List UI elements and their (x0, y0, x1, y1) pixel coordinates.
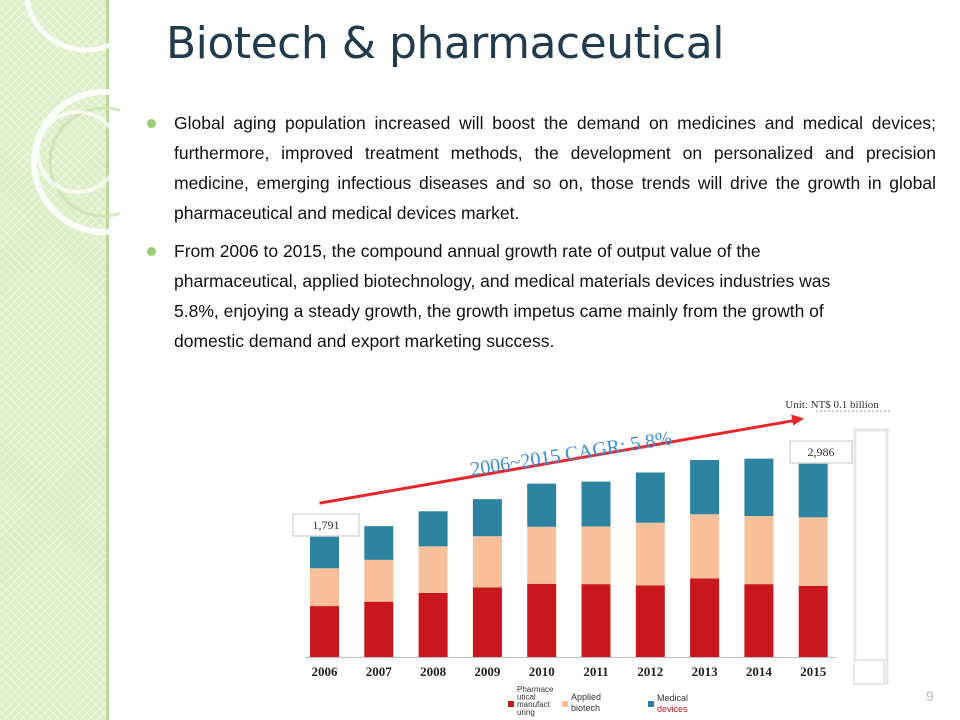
x-tick-label: 2011 (583, 664, 608, 679)
bar-segment (690, 578, 720, 657)
x-tick-label: 2010 (529, 664, 555, 679)
legend-label: biotech (571, 703, 600, 713)
first-value-label: 1,791 (313, 518, 340, 532)
legend-label: Pharmace (517, 685, 554, 694)
cagr-arrow-line (319, 419, 795, 505)
bullet-dot-icon (147, 247, 156, 256)
bar-segment (418, 511, 448, 547)
bullet-item: Global aging population increased will b… (144, 108, 936, 228)
x-tick-label: 2014 (746, 664, 773, 679)
bar-segment (364, 559, 394, 602)
first-value-callout (292, 513, 360, 537)
legend-label: manufact (517, 700, 551, 709)
x-tick-label: 2007 (366, 664, 393, 679)
legend-swatch (508, 701, 514, 707)
last-value-label: 2,986 (808, 445, 835, 459)
x-tick-label: 2008 (420, 664, 447, 679)
slide-title: Biotech & pharmaceutical (166, 18, 724, 69)
bar-segment (472, 536, 502, 588)
bar-segment (798, 455, 828, 518)
page-number: 9 (926, 688, 934, 704)
chart-side-frame-small (853, 659, 885, 685)
legend-swatch (648, 701, 654, 707)
bullet-text: Global aging population increased will b… (174, 113, 936, 223)
legend-label: uring (517, 708, 535, 717)
bar-segment (581, 526, 611, 585)
stacked-bar-chart: 2006 2007 2008 2009 2010 2011 2012 2013 2014 2015… (292, 399, 890, 717)
bar-segment (635, 522, 665, 586)
legend-label: utical (517, 693, 536, 702)
x-tick-label: 2013 (692, 664, 719, 679)
bar-segment (690, 460, 720, 515)
bar-segment (364, 526, 394, 560)
legend-label: Applied (571, 692, 601, 702)
bar-segment (744, 516, 774, 585)
bullet-dot-icon (147, 119, 156, 128)
bar-segment (527, 583, 557, 657)
bar-segment (798, 585, 828, 657)
decorative-circles (24, 0, 120, 235)
bar-segment (690, 514, 720, 579)
bar-segment (581, 481, 611, 527)
x-tick-label: 2006 (312, 664, 339, 679)
bar-segment (635, 585, 665, 657)
bar-segment (798, 517, 828, 586)
bar-segment (418, 546, 448, 593)
unit-label: Unit: NT$ 0.1 billion (785, 399, 879, 411)
last-value-callout (789, 440, 853, 464)
bar-segment (744, 584, 774, 657)
bar-segment (527, 526, 557, 584)
bar-segment (472, 499, 502, 537)
decorative-strip-edge (106, 0, 109, 720)
bullet-text: From 2006 to 2015, the compound annual g… (174, 241, 831, 351)
legend-label: Medical (657, 693, 688, 703)
bar-segment (418, 592, 448, 657)
legend-swatch (562, 701, 568, 707)
bar-segment (527, 483, 557, 527)
x-tick-label: 2012 (637, 664, 663, 679)
x-tick-label: 2009 (474, 664, 501, 679)
chart-side-frame (853, 428, 889, 685)
bar-segment (364, 601, 394, 657)
bar-segment (310, 606, 339, 657)
bar-segment (310, 568, 339, 607)
x-tick-label: 2015 (800, 664, 827, 679)
legend-label: devices (657, 704, 688, 714)
bar-segment (472, 587, 502, 657)
bullet-item: From 2006 to 2015, the compound annual g… (144, 236, 864, 356)
cagr-arrow-head-icon (791, 414, 805, 426)
bar-segment (744, 458, 774, 517)
bullet-list: Global aging population increased will b… (144, 108, 936, 356)
bar-segment (581, 584, 611, 657)
bar-segment (310, 536, 339, 569)
bar-segment (635, 472, 665, 523)
